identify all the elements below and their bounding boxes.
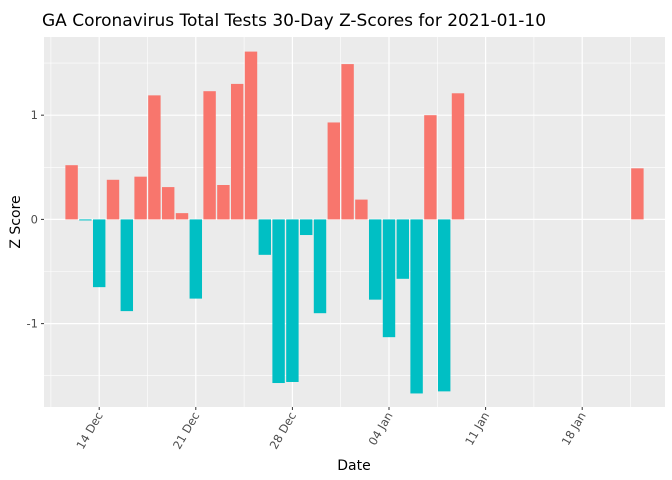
- bar-2020-12-17: [134, 176, 147, 220]
- x-tick-label: 21 Dec: [170, 410, 202, 452]
- bar-2020-12-13: [79, 219, 92, 221]
- bar-2020-12-30: [313, 219, 327, 314]
- bar-2021-01-22: [631, 168, 644, 220]
- plot-panel: [44, 37, 665, 407]
- bar-2020-12-12: [65, 165, 78, 220]
- y-tick-label: -1: [27, 317, 38, 331]
- bar-2020-12-29: [299, 219, 313, 236]
- bar-2020-12-20: [175, 213, 189, 220]
- y-axis-label: Z Score: [8, 195, 24, 248]
- bar-2020-12-19: [161, 187, 175, 220]
- bar-2020-12-23: [217, 185, 230, 220]
- bar-2020-12-25: [244, 51, 258, 220]
- bar-2020-12-22: [203, 91, 216, 220]
- x-axis: 14 Dec 21 Dec 28 Dec 04 Jan 11 Jan 18 Jan: [73, 407, 589, 452]
- y-tick-label: 0: [31, 212, 38, 226]
- x-tick-label: 11 Jan: [462, 409, 492, 447]
- bar-2021-01-02: [355, 199, 368, 220]
- x-tick-label: 28 Dec: [267, 410, 299, 452]
- bar-2021-01-07: [424, 115, 437, 220]
- bar-2020-12-16: [120, 219, 134, 312]
- x-axis-label: Date: [337, 458, 370, 474]
- bar-2020-12-31: [327, 122, 341, 220]
- bar-2020-12-24: [230, 83, 244, 220]
- bar-2020-12-27: [272, 219, 285, 384]
- x-tick-label: 14 Dec: [73, 410, 105, 452]
- bar-2021-01-06: [410, 219, 423, 394]
- bar-2021-01-09: [451, 93, 465, 220]
- bar-2021-01-03: [368, 219, 382, 300]
- x-tick-label: 18 Jan: [559, 410, 589, 448]
- bar-2020-12-14: [92, 219, 106, 288]
- bar-2021-01-08: [437, 219, 451, 392]
- chart-title: GA Coronavirus Total Tests 30-Day Z-Scor…: [42, 11, 546, 31]
- bar-2020-12-26: [258, 219, 272, 255]
- y-tick-label: 1: [31, 108, 38, 122]
- bars: [65, 51, 644, 394]
- bar-2021-01-05: [396, 219, 410, 279]
- bar-2021-01-04: [382, 219, 396, 338]
- bar-2020-12-28: [286, 219, 299, 382]
- minor-gridlines: [44, 37, 665, 407]
- x-tick-label: 04 Jan: [365, 410, 395, 448]
- bar-2021-01-01: [341, 64, 354, 220]
- bar-2020-12-21: [189, 219, 203, 299]
- y-axis: -1 0 1: [27, 108, 44, 331]
- bar-2020-12-15: [106, 179, 120, 220]
- bar-2020-12-18: [148, 95, 161, 220]
